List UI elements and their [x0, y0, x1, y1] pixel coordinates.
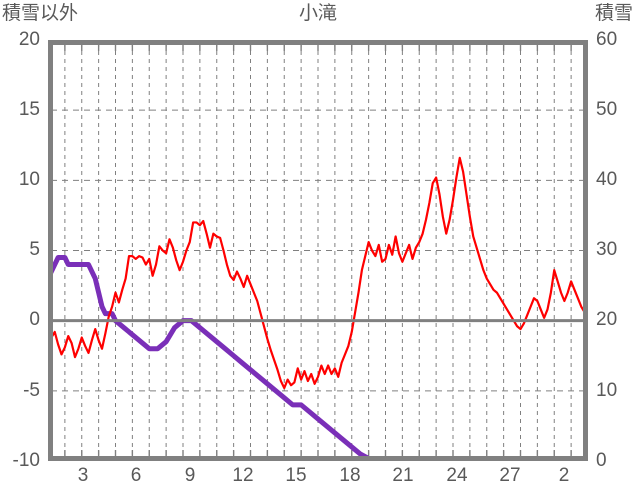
y-axis-tick-right: 30: [596, 239, 618, 260]
top-axis-ticks: [64, 45, 572, 51]
y-axis-tick-left: 15: [18, 99, 40, 120]
bottom-axis-ticks: [64, 450, 572, 456]
y-axis-tick-left: 20: [18, 29, 40, 50]
y-axis-tick-left: 5: [29, 239, 40, 260]
y-axis-tick-right: 0: [596, 450, 607, 471]
y-axis-tick-right: 20: [596, 309, 618, 330]
x-axis-tick: 27: [499, 465, 521, 486]
plot-area: [48, 40, 588, 461]
x-axis-tick: 18: [339, 465, 361, 486]
y-axis-tick-right: 50: [596, 99, 618, 120]
x-axis-tick: 3: [77, 465, 89, 486]
chart-plot-svg: [48, 40, 588, 461]
y-axis-tick-left: 0: [29, 309, 40, 330]
y-axis-tick-right: 40: [596, 169, 618, 190]
x-axis-tick: 21: [392, 465, 414, 486]
y-axis-tick-left: -5: [23, 380, 40, 401]
left-axis-title: 積雪以外: [2, 3, 79, 24]
plot-frame-border: [48, 40, 588, 461]
x-axis-tick: 24: [446, 465, 468, 486]
x-axis-tick: 15: [285, 465, 307, 486]
y-axis-tick-left: 10: [18, 169, 40, 190]
y-axis-tick-right: 10: [596, 380, 618, 401]
right-axis-title: 積雪: [594, 3, 633, 24]
horizontal-gridlines: [51, 109, 585, 392]
y-axis-tick-left: -10: [12, 450, 40, 471]
x-axis-tick: 6: [130, 465, 142, 486]
chart-title: 小滝: [298, 3, 337, 24]
y-axis-tick-right: 60: [596, 29, 618, 50]
x-axis-tick: 2: [558, 465, 570, 486]
x-axis-tick: 9: [184, 465, 196, 486]
series-line-non-snow: [48, 156, 586, 390]
x-axis-tick: 12: [232, 465, 254, 486]
